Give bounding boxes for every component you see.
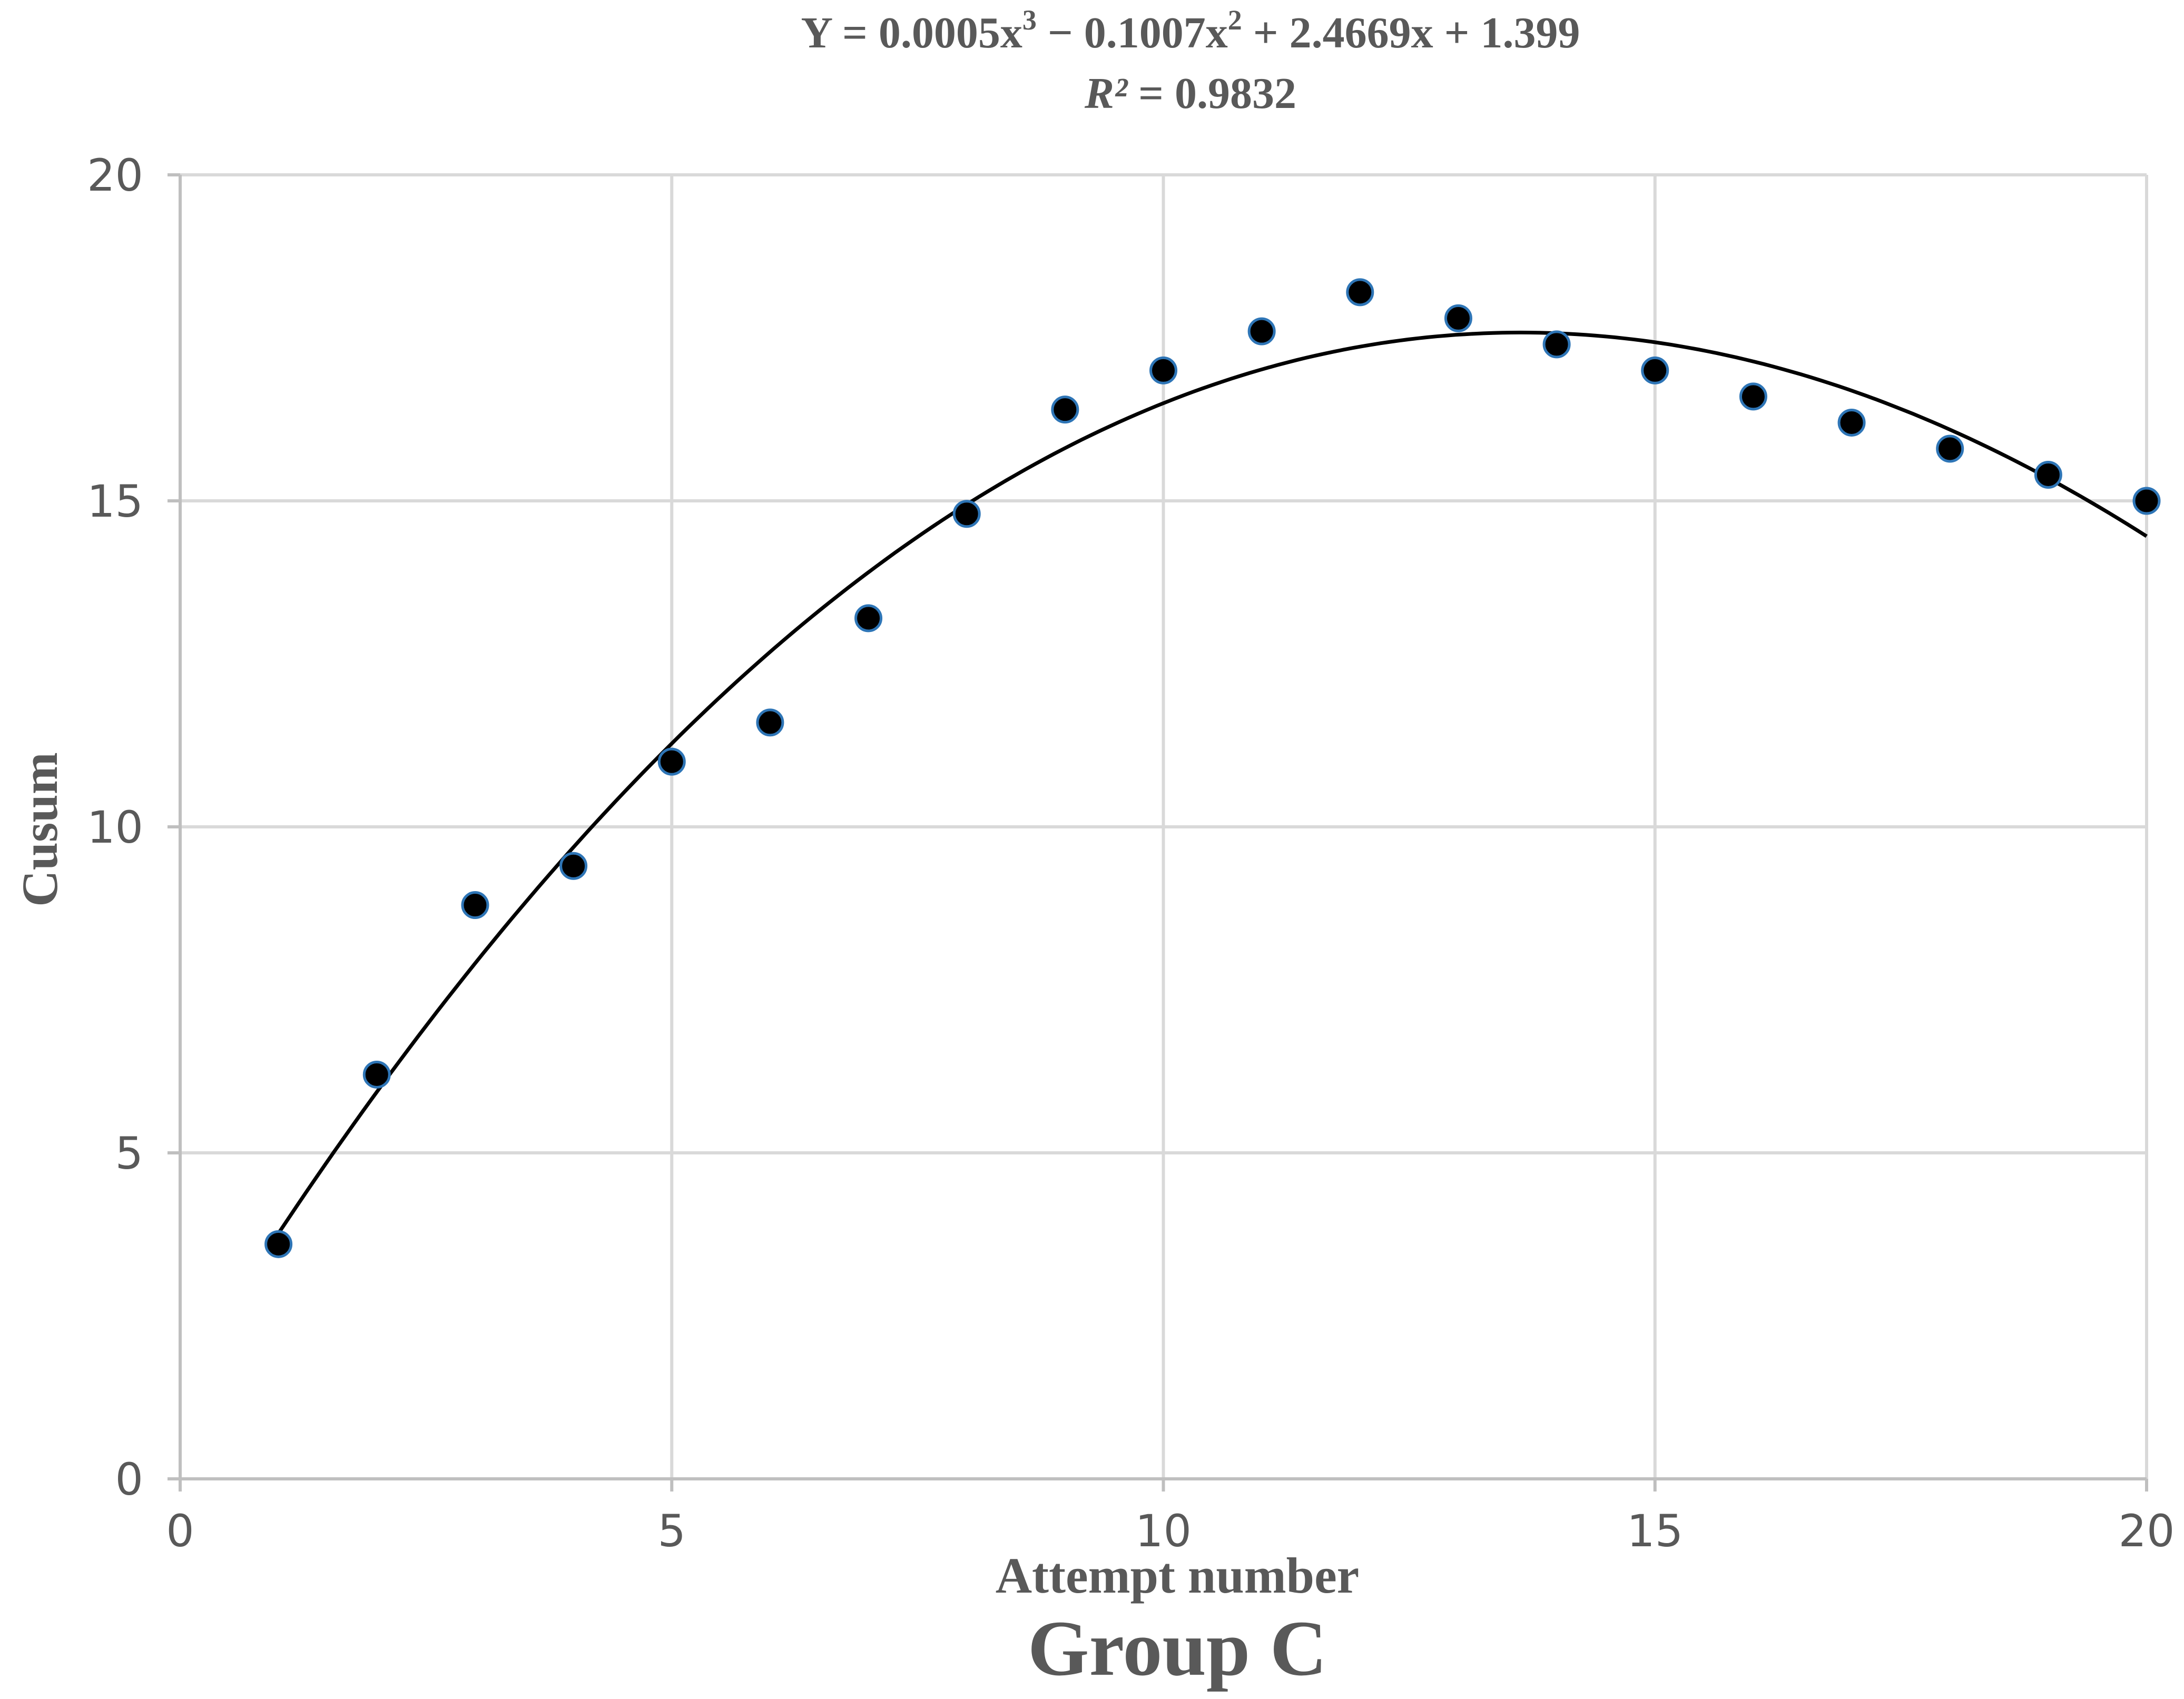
data-point [1936, 434, 1964, 463]
trendline-equation: Y = 0.0005x3 − 0.1007x2 + 2.4669x + 1.39… [801, 4, 1580, 57]
data-point [264, 1230, 293, 1258]
data-point [461, 891, 489, 920]
y-tick-label: 5 [115, 1128, 143, 1179]
y-tick-label: 15 [87, 476, 143, 527]
x-tick-label: 10 [1135, 1505, 1192, 1557]
y-tick-label: 20 [87, 150, 143, 201]
equation-sup-3: 3 [1022, 4, 1037, 36]
chart-title: Group C [1028, 1605, 1327, 1692]
data-points [264, 278, 2161, 1258]
data-point [1641, 356, 1669, 384]
x-tick-label: 0 [166, 1505, 194, 1557]
equation-part-1: Y = 0.0005x [801, 8, 1022, 57]
data-point [1346, 278, 1374, 307]
equation-sup-2: 2 [1228, 4, 1242, 36]
equation-part-2: − 0.1007x [1037, 8, 1228, 57]
x-axis-title: Attempt number [996, 1547, 1360, 1604]
equation-part-3: + 2.4669x + 1.399 [1242, 8, 1580, 57]
data-point [1542, 330, 1571, 359]
y-tick-label: 10 [87, 802, 143, 853]
r-squared-symbol: R² [1084, 69, 1128, 118]
x-tick-label: 20 [2119, 1505, 2175, 1557]
data-point [2132, 487, 2161, 515]
data-point [854, 604, 883, 633]
data-point [362, 1060, 391, 1089]
data-point [1149, 356, 1177, 384]
data-point [756, 708, 784, 737]
r-squared-label: R² = 0.9832 [1084, 69, 1296, 118]
data-point [952, 500, 981, 528]
data-point [1444, 304, 1472, 332]
data-point [1051, 396, 1079, 424]
data-point [2034, 460, 2062, 489]
gridlines [180, 173, 2148, 1479]
data-point [1247, 317, 1276, 345]
y-tick-label: 0 [115, 1454, 143, 1505]
axes [168, 173, 2148, 1491]
data-point [559, 852, 588, 880]
y-axis-title: Cusum [12, 752, 68, 906]
x-tick-label: 5 [658, 1505, 686, 1557]
tick-labels: 0 5 10 15 20 0 5 10 15 20 [87, 150, 2175, 1557]
data-point [657, 747, 686, 776]
data-point [1837, 408, 1866, 437]
data-point [1739, 382, 1767, 411]
polynomial-trendline [277, 330, 2148, 1234]
x-tick-label: 15 [1627, 1505, 1683, 1557]
r-squared-value: = 0.9832 [1127, 69, 1296, 118]
